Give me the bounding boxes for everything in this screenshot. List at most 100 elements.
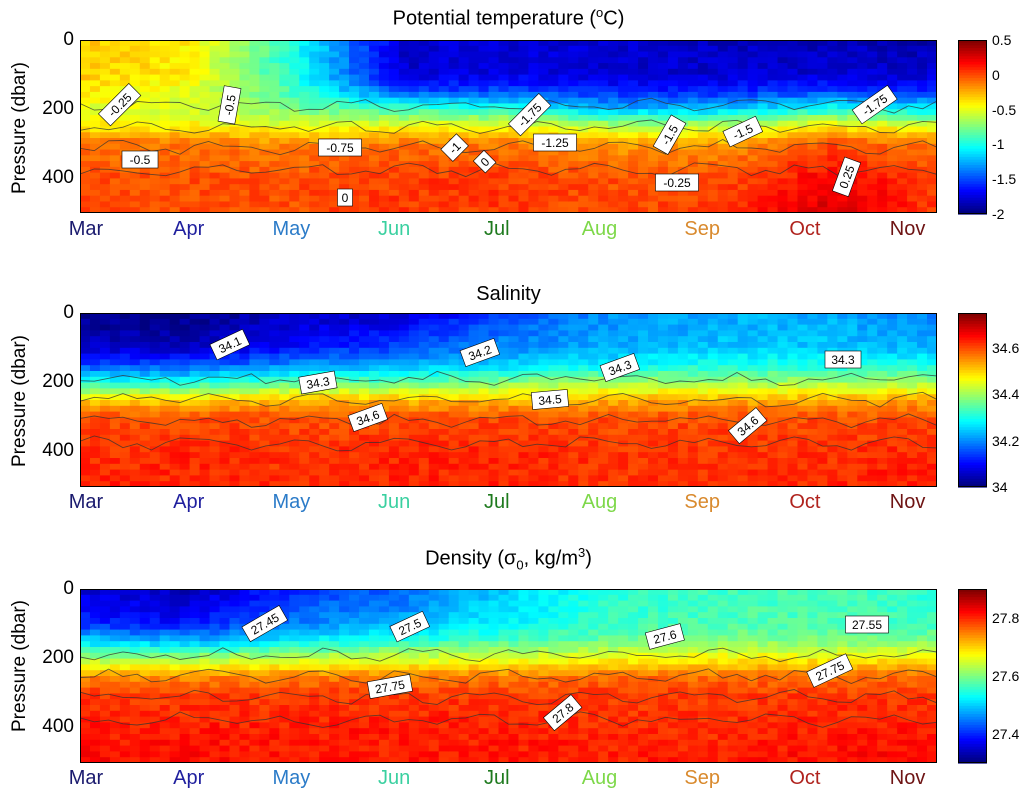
contour-labels: -0.25 -0.5-0.5-0.75 -1 -1.25-1.75-1.5 -1.5-1… [98, 83, 898, 207]
heatmap-cell [857, 336, 868, 343]
heatmap-cell [907, 178, 918, 185]
heatmap-cell [548, 347, 559, 355]
heatmap-cell [687, 63, 699, 70]
heatmap-cell [408, 86, 420, 93]
heatmap-cell [80, 458, 91, 465]
heatmap-cell [478, 475, 490, 482]
heatmap-cell [438, 475, 450, 482]
heatmap-cell [398, 80, 410, 87]
heatmap-cell [129, 452, 141, 459]
heatmap-cell [857, 57, 868, 64]
heatmap-cell [249, 336, 260, 343]
heatmap-cell [438, 365, 450, 372]
heatmap-cell [229, 195, 241, 203]
heatmap-cell [857, 411, 868, 418]
heatmap-cell [179, 440, 191, 447]
heatmap-cell [448, 68, 460, 76]
heatmap-cell [787, 143, 799, 151]
heatmap-cell [917, 74, 928, 81]
heatmap-cell [568, 434, 579, 442]
heatmap-cell [707, 114, 719, 122]
heatmap-cell [727, 195, 739, 203]
heatmap-cell [657, 347, 669, 355]
heatmap-cell [867, 178, 878, 185]
heatmap-cell [159, 155, 171, 162]
heatmap-cell [558, 336, 569, 343]
heatmap-cell [289, 103, 300, 110]
heatmap-cell [219, 318, 231, 326]
heatmap-cell [418, 446, 430, 453]
heatmap-cell [817, 86, 828, 93]
heatmap-cell [159, 45, 171, 53]
heatmap-cell [598, 86, 609, 93]
heatmap-cell [628, 51, 639, 58]
heatmap-cell [787, 469, 799, 476]
heatmap-cell [807, 423, 819, 430]
heatmap-cell [697, 155, 709, 162]
heatmap-cell [408, 313, 420, 320]
heatmap-cell [707, 126, 719, 133]
heatmap-cell [907, 143, 918, 151]
heatmap-cell [229, 74, 241, 81]
heatmap-cell [687, 40, 699, 47]
heatmap-cell [428, 126, 440, 133]
heatmap-cell [309, 149, 320, 156]
heatmap-cell [618, 207, 629, 213]
heatmap-cell [289, 201, 300, 208]
heatmap-cell [508, 91, 520, 99]
heatmap-cell [687, 365, 699, 372]
heatmap-cell [897, 138, 908, 145]
heatmap-cell [99, 434, 111, 442]
heatmap-cell [438, 452, 450, 459]
heatmap-cell [458, 178, 470, 185]
heatmap-cell [498, 342, 510, 349]
heatmap-cell [697, 388, 709, 395]
heatmap-cell [388, 51, 400, 58]
heatmap-cell [418, 394, 430, 401]
heatmap-cell [548, 161, 559, 168]
heatmap-cell [458, 458, 470, 465]
heatmap-cell [339, 434, 350, 442]
heatmap-cell [867, 405, 878, 413]
heatmap-cell [408, 400, 420, 407]
heatmap-cell [269, 371, 280, 378]
heatmap-cell [807, 394, 819, 401]
heatmap-cell [179, 405, 191, 413]
heatmap-cell [398, 138, 410, 145]
heatmap-cell [80, 347, 91, 355]
heatmap-cell [867, 371, 878, 378]
heatmap-cell [797, 429, 809, 436]
heatmap-cell [119, 45, 131, 53]
heatmap-cell [747, 103, 759, 110]
heatmap-cell [80, 189, 91, 197]
heatmap-cell [169, 201, 181, 208]
heatmap-cell [249, 475, 260, 482]
heatmap-cell [319, 195, 330, 203]
heatmap-cell [867, 394, 878, 401]
heatmap-cell [478, 57, 490, 64]
heatmap-cell [638, 103, 649, 110]
heatmap-cell [179, 371, 191, 378]
heatmap-cell [279, 388, 290, 395]
heatmap-cell [737, 91, 749, 99]
heatmap-cell [857, 463, 868, 471]
heatmap-cell [219, 382, 231, 389]
heatmap-cell [99, 189, 111, 197]
heatmap-cell [368, 365, 380, 372]
heatmap-cell [129, 120, 141, 128]
heatmap-cell [727, 452, 739, 459]
heatmap-cell [349, 86, 360, 93]
heatmap-cell [368, 475, 380, 482]
heatmap-cell [867, 120, 878, 128]
heatmap-cell [727, 172, 739, 179]
heatmap-cell [319, 365, 330, 372]
heatmap-cell [528, 429, 539, 436]
heatmap-cell [877, 189, 888, 197]
heatmap-cell [438, 458, 450, 465]
heatmap-cell [498, 40, 510, 47]
heatmap-cell [628, 109, 639, 116]
heatmap-cell [727, 63, 739, 70]
heatmap-cell [697, 86, 709, 93]
heatmap-cell [209, 458, 221, 465]
heatmap-cell [398, 481, 410, 487]
